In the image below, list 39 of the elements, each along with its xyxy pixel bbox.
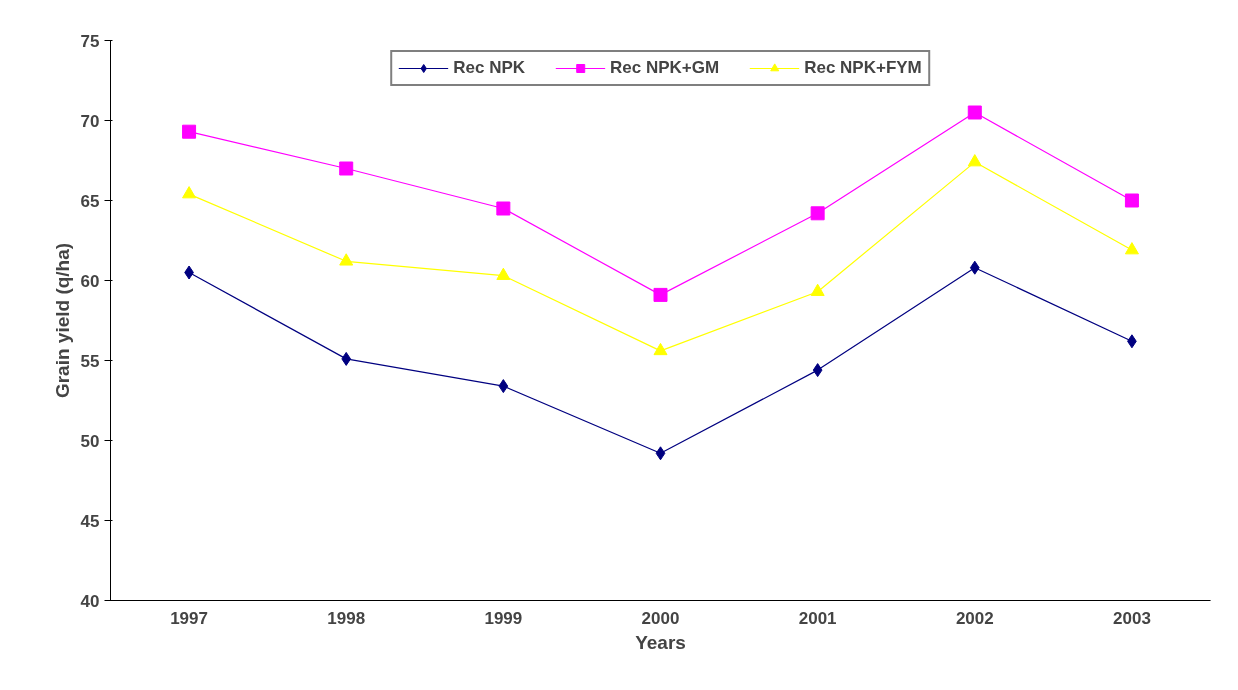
y-tick-label: 40	[80, 591, 100, 611]
y-tick-label: 75	[80, 31, 100, 51]
x-tick-label: 2002	[955, 608, 994, 628]
point	[341, 351, 352, 366]
point	[182, 124, 197, 139]
x-tick-label: 2000	[641, 608, 680, 628]
y-tick-label: 70	[80, 111, 100, 131]
legend-label: Rec NPK	[453, 58, 526, 78]
x-tick-label: 1998	[327, 608, 366, 628]
point	[653, 342, 668, 356]
point	[182, 186, 197, 199]
point	[653, 287, 668, 302]
point	[812, 363, 823, 378]
y-tick-label: 60	[80, 271, 100, 291]
x-tick-label: 1997	[170, 608, 208, 628]
y-tick-label: 65	[80, 191, 100, 211]
point	[496, 267, 511, 280]
point	[339, 253, 354, 266]
legend-label: Rec NPK+FYM	[804, 58, 922, 78]
point	[339, 161, 354, 176]
point	[498, 379, 509, 394]
point	[1124, 193, 1139, 208]
x-tick-label: 2001	[798, 608, 837, 628]
point	[967, 154, 982, 167]
point	[969, 260, 980, 275]
y-tick-label: 50	[80, 431, 100, 451]
point	[1124, 242, 1139, 255]
point	[810, 283, 825, 296]
point	[810, 206, 825, 221]
y-axis-title: Grain yield (q/ha)	[51, 242, 73, 399]
y-tick-label: 55	[80, 351, 100, 371]
point	[496, 201, 511, 216]
x-tick-label: 2003	[1113, 608, 1151, 628]
x-axis-title: Years	[635, 631, 686, 653]
point	[967, 105, 982, 120]
y-tick-label: 45	[80, 511, 100, 531]
point	[655, 446, 666, 461]
legend-label: Rec NPK+GM	[610, 58, 720, 78]
x-tick-label: 1999	[484, 608, 523, 628]
